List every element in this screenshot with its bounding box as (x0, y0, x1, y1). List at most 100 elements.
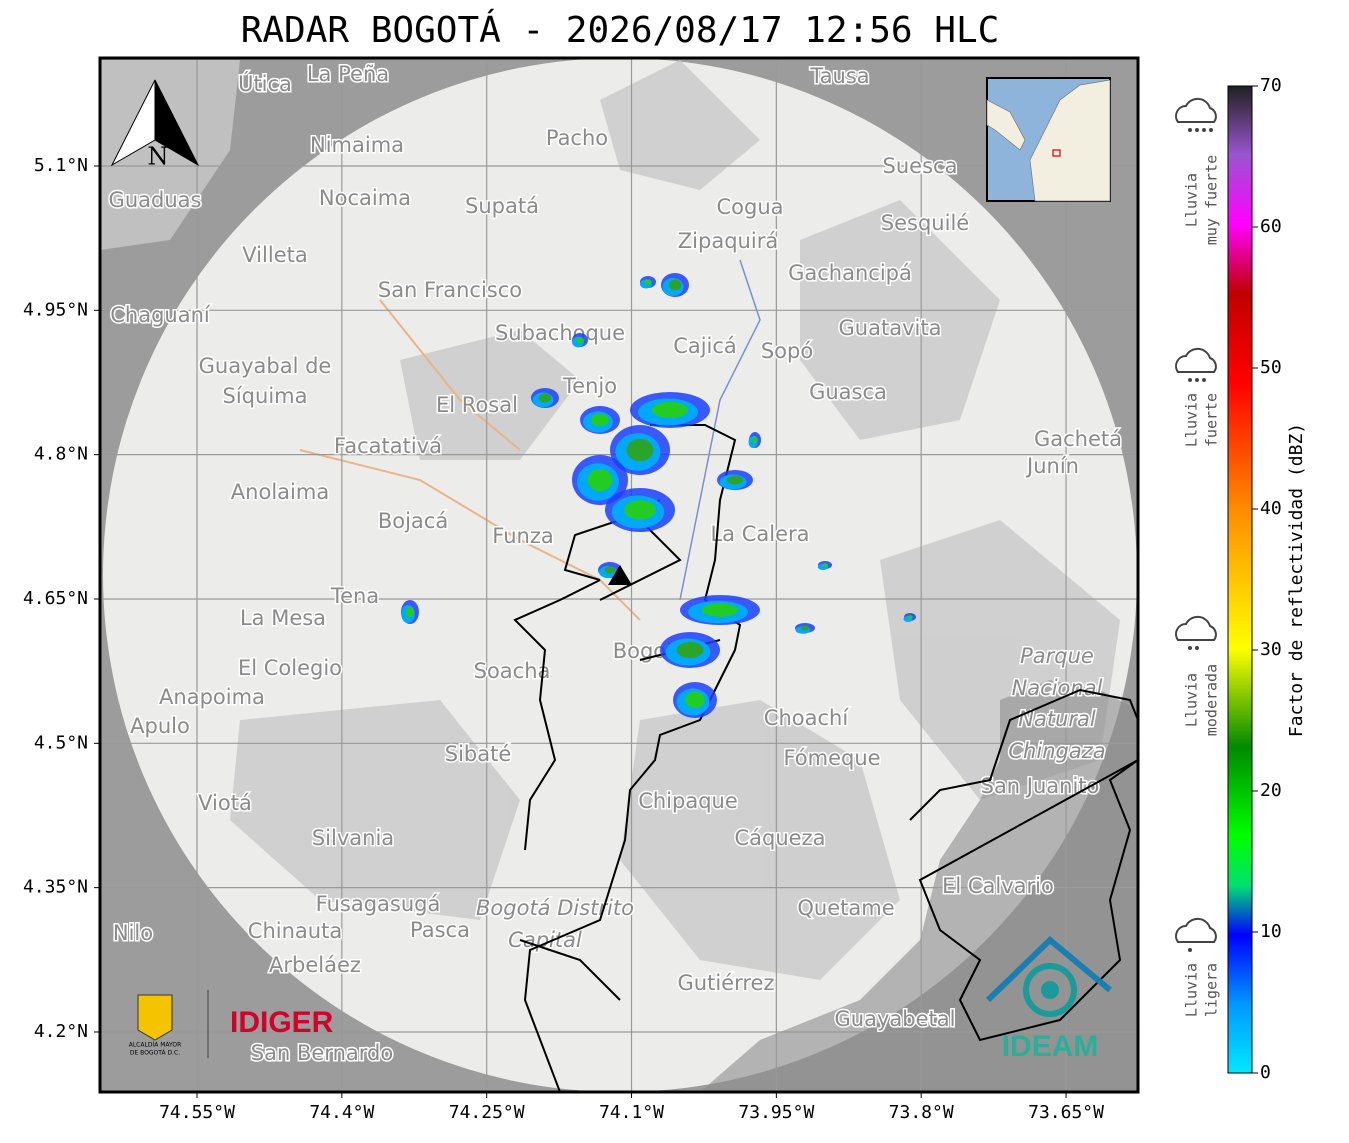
place-name: Gutiérrez (678, 971, 775, 995)
place-name: La Mesa (240, 606, 326, 630)
rain-level-label: moderada (1203, 664, 1221, 736)
lon-tick-label: 74.1°W (599, 1102, 664, 1123)
place-name: Chaguaní (110, 303, 211, 327)
place-name: Supatá (465, 194, 539, 218)
place-name: Fómeque (783, 746, 880, 770)
echo-green (626, 438, 654, 462)
compass: N (110, 79, 200, 171)
ideam-label: IDEAM (1002, 1030, 1099, 1063)
lat-tick-label: 4.65°N (23, 588, 88, 609)
lon-tick-label: 74.55°W (159, 1102, 235, 1123)
rain-drop (1202, 128, 1206, 132)
rain-drop (1202, 378, 1206, 382)
echo-green (591, 413, 609, 427)
place-name: Guatavita (839, 316, 942, 340)
rain-drop (1188, 646, 1192, 650)
river (679, 259, 761, 601)
place-name: El Calvario (942, 874, 1054, 898)
logo-alcaldia: ALCALDÍA MAYOR DE BOGOTÁ D.C. (129, 990, 209, 1058)
colorbar-label: Factor de reflectividad (dBZ) (1286, 423, 1307, 737)
echo-green (907, 615, 913, 619)
alcaldia-line: ALCALDÍA MAYOR (129, 1042, 182, 1049)
title: RADAR BOGOTÁ - 2026/08/17 12:56 HLC (241, 9, 1000, 51)
place-name: San Juanito (981, 774, 1100, 798)
place-name: Apulo (130, 714, 190, 738)
rain-drop (1195, 378, 1199, 382)
boundaries (599, 519, 1138, 1042)
lat-tick-label: 4.35°N (23, 877, 88, 898)
place-name: Junín (1025, 454, 1079, 478)
place-name: Cajicá (673, 334, 737, 358)
place-name: Nacional (1012, 676, 1103, 700)
place-name: Nocaima (319, 186, 411, 210)
rain-level-label: Lluvia (1183, 673, 1201, 727)
colorbar-tick-label: 40 (1260, 498, 1282, 519)
echo-green (726, 475, 744, 485)
place-name: Nimaima (310, 133, 404, 157)
place-name: Bogotá Distrito (476, 896, 634, 920)
rain-drop (1188, 948, 1192, 952)
echo-green (587, 468, 613, 492)
lon-tick-label: 74.4°W (309, 1102, 374, 1123)
echo-green (604, 566, 616, 574)
map-area: La Peña Útica Tausa Pacho Nimaima Guaduas Noca… (100, 58, 1138, 1092)
place-name: Sibaté (445, 742, 512, 766)
echo-green (668, 279, 682, 291)
cloud-icon (1175, 347, 1217, 373)
colorbar-tick-label: 0 (1260, 1062, 1271, 1083)
place-name: Quetame (797, 896, 894, 920)
place-name: Chipaque (638, 789, 738, 813)
place-name: Nilo (113, 921, 153, 945)
place-name: Sopó (761, 339, 813, 363)
place-name: Pacho (546, 126, 608, 150)
rain-level-label: Lluvia (1183, 173, 1201, 227)
rain-level-label: ligera (1203, 963, 1221, 1017)
echo-green (702, 603, 738, 617)
echo-green (576, 336, 584, 344)
place-name: El Rosal (436, 393, 518, 417)
place-name: Viotá (198, 791, 252, 815)
place-name: Tausa (809, 64, 869, 88)
cloud-icon (1175, 615, 1217, 641)
place-name: Bojacá (378, 509, 448, 533)
colorbar-tick-label: 20 (1260, 780, 1282, 801)
compass-label: N (148, 143, 169, 171)
lon-tick-label: 73.8°W (889, 1102, 954, 1123)
colorbar (1227, 85, 1253, 1074)
echo-green (752, 436, 758, 444)
place-name: San Bernardo (251, 1041, 393, 1065)
place-name: Gachetá (1034, 427, 1122, 451)
place-name: Guayabal de (199, 354, 332, 378)
echo-green (538, 393, 552, 403)
place-name: Fusagasugá (316, 892, 441, 916)
place-name: Guasca (809, 380, 887, 404)
inset-map (986, 77, 1111, 202)
place-name: Facatativá (334, 434, 442, 458)
place-name: Silvania (312, 826, 394, 850)
colorbar-tick-label: 30 (1260, 639, 1282, 660)
alcaldia-line: DE BOGOTÁ D.C. (130, 1050, 180, 1057)
place-name: Chingaza (1008, 739, 1105, 763)
map-frame (98, 56, 1140, 1094)
place-name: El Colegio (238, 656, 342, 680)
place-name: Útica (238, 71, 292, 96)
logo-ideam: IDEAM (985, 935, 1112, 1063)
place-name: Cáqueza (735, 826, 826, 850)
place-name: Guaduas (109, 188, 202, 212)
lon-tick-label: 74.25°W (449, 1102, 525, 1123)
logo-idiger: IDIGER (230, 1006, 334, 1039)
place-name: Natural (1018, 707, 1096, 731)
place-name: Parque (1020, 644, 1094, 668)
place-names: La Peña Útica Tausa Pacho Nimaima Guaduas Noca… (107, 61, 1123, 1067)
lat-tick-label: 4.95°N (23, 299, 88, 320)
place-name: Anapoima (159, 685, 265, 709)
echo-green (800, 625, 810, 631)
place-name: Gachancipá (788, 261, 912, 285)
rain-drop (1188, 128, 1192, 132)
rain-drop (1209, 128, 1213, 132)
rain-level-label: fuerte (1203, 393, 1221, 447)
place-name: Arbeláez (269, 953, 361, 977)
place-name: Soacha (474, 659, 551, 683)
